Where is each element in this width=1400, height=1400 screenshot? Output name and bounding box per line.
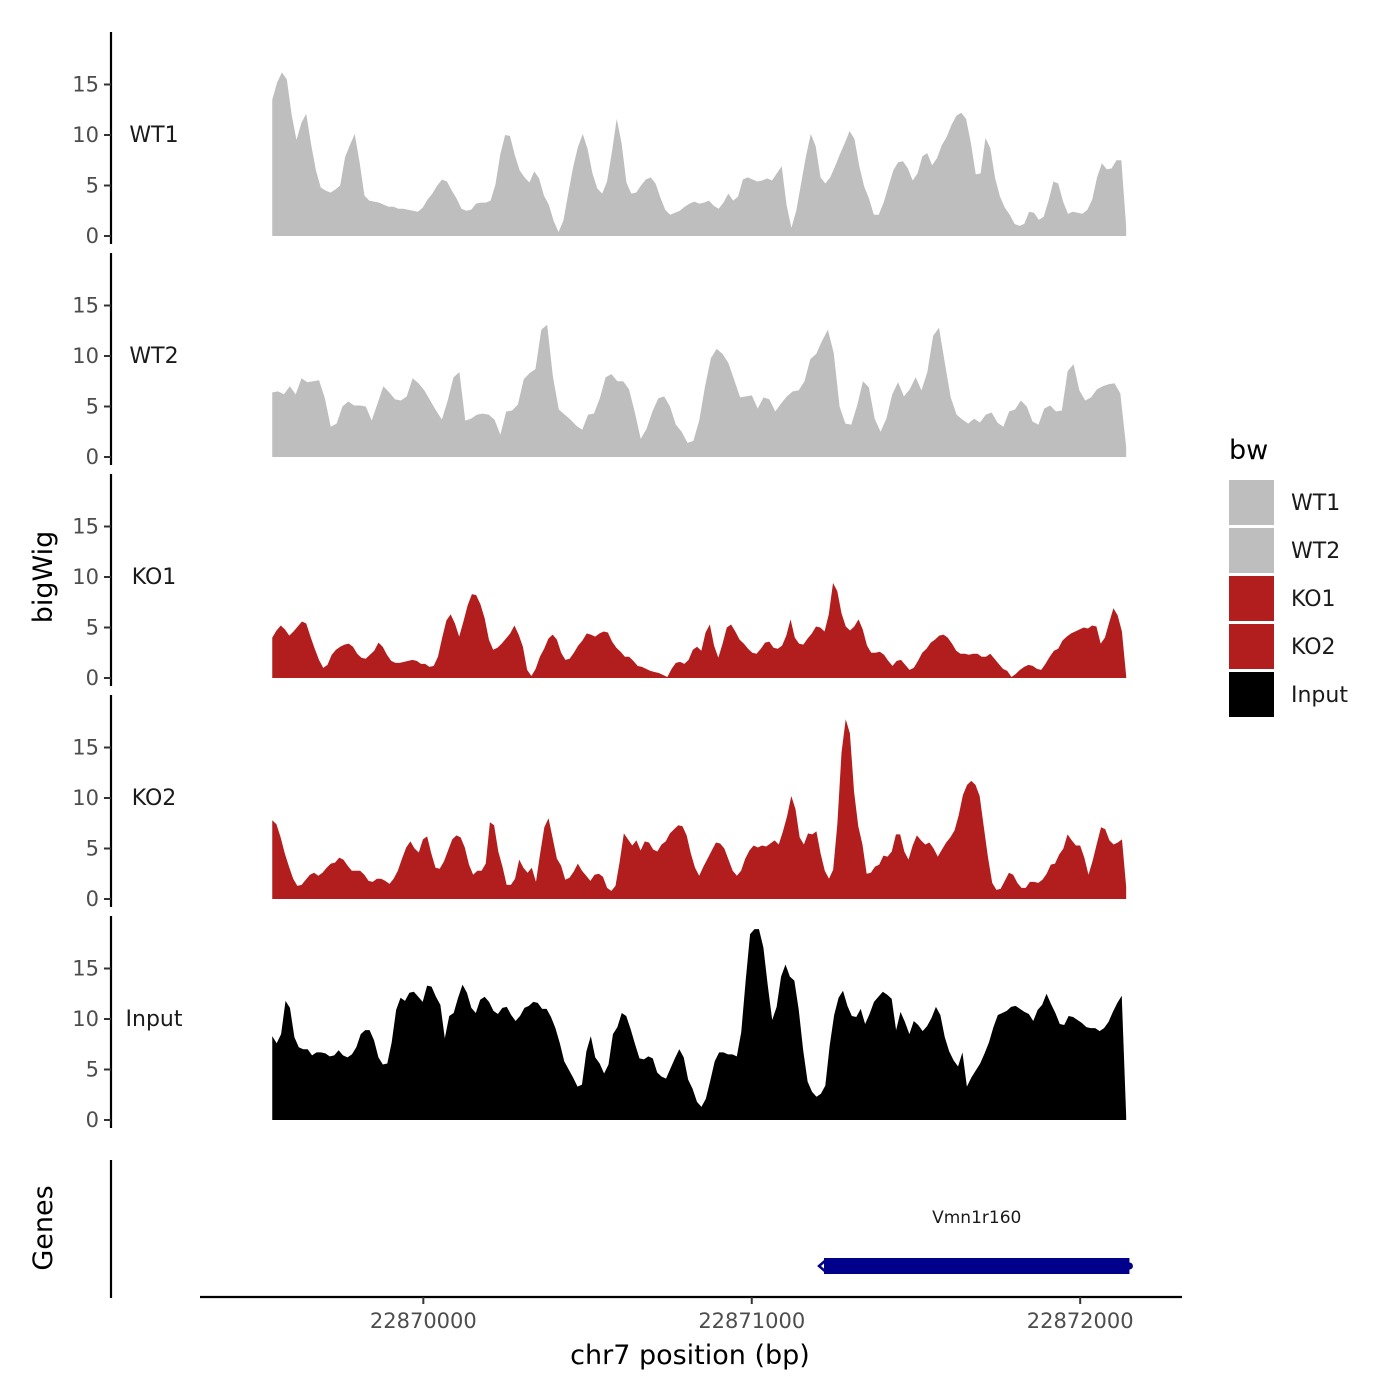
legend-entry-wt2: WT2: [1229, 528, 1340, 573]
y-tick-label: 10: [72, 565, 99, 589]
y-tick-label: 10: [72, 1007, 99, 1031]
legend-title: bw: [1229, 435, 1268, 466]
y-tick-label: 5: [86, 174, 99, 198]
gene-label: Vmn1r160: [932, 1208, 1021, 1228]
y-tick-label: 5: [86, 837, 99, 861]
track-label: WT2: [129, 344, 178, 369]
track-ko2: 0 5 10 15 KO2: [72, 695, 1127, 911]
legend-label: WT1: [1291, 491, 1340, 516]
tracks-group: 0 5 10 15 WT1 0 5 10 15 WT2 0 5 10 15 KO1 0 5 10 15 KO2 0 5 10…: [72, 32, 1127, 1132]
gene-marks: Vmn1r160: [817, 1208, 1133, 1274]
y-tick-label: 0: [86, 1108, 99, 1132]
legend-key: [1229, 480, 1274, 525]
gene-end-marker: [1125, 1262, 1133, 1270]
area-ko1: [272, 583, 1127, 678]
y-tick-label: 10: [72, 786, 99, 810]
track-label: KO1: [132, 565, 177, 590]
y-tick-label: 0: [86, 666, 99, 690]
legend-key: [1229, 528, 1274, 573]
area-input: [272, 929, 1127, 1120]
legend-label: KO2: [1291, 635, 1336, 660]
y-tick-label: 5: [86, 395, 99, 419]
legend-label: KO1: [1291, 587, 1336, 612]
x-tick-label: 22872000: [1027, 1309, 1134, 1333]
x-axis-title: chr7 position (bp): [570, 1340, 810, 1371]
y-axis-title: bigWig: [28, 531, 59, 624]
y-tick-label: 15: [72, 73, 99, 97]
y-tick-label: 5: [86, 616, 99, 640]
y-tick-label: 5: [86, 1058, 99, 1082]
legend-entries: WT1 WT2 KO1 KO2 Input: [1229, 480, 1348, 717]
area-ko2: [272, 719, 1127, 899]
area-wt2: [272, 324, 1127, 457]
x-axis: 22870000 22871000 22872000 chr7 position (…: [200, 1295, 1182, 1371]
genes-track-title: Genes: [28, 1185, 59, 1270]
y-tick-label: 15: [72, 957, 99, 981]
y-tick-label: 0: [86, 224, 99, 248]
legend-key: [1229, 576, 1274, 621]
x-tick-label: 22870000: [370, 1309, 477, 1333]
track-wt1: 0 5 10 15 WT1: [72, 32, 1127, 248]
gene-vmn1r160: Vmn1r160: [817, 1208, 1133, 1274]
legend-entry-ko1: KO1: [1229, 576, 1336, 621]
track-wt2: 0 5 10 15 WT2: [72, 253, 1127, 469]
genes-track: Genes Vmn1r160: [28, 1160, 1133, 1298]
track-input: 0 5 10 15 Input: [72, 916, 1127, 1132]
legend-entry-wt1: WT1: [1229, 480, 1340, 525]
y-tick-label: 15: [72, 294, 99, 318]
legend-label: Input: [1291, 683, 1348, 708]
track-label: KO2: [132, 786, 177, 811]
y-tick-label: 10: [72, 123, 99, 147]
y-tick-label: 0: [86, 445, 99, 469]
x-ticks: 22870000 22871000 22872000: [370, 1297, 1134, 1333]
legend-key: [1229, 672, 1274, 717]
y-tick-label: 0: [86, 887, 99, 911]
y-tick-label: 15: [72, 515, 99, 539]
legend-entry-ko2: KO2: [1229, 624, 1336, 669]
legend-label: WT2: [1291, 539, 1340, 564]
y-tick-label: 10: [72, 344, 99, 368]
strand-arrow: [817, 1259, 827, 1273]
track-label: Input: [126, 1007, 183, 1032]
area-wt1: [272, 72, 1127, 236]
legend-entry-input: Input: [1229, 672, 1348, 717]
legend: bw WT1 WT2 KO1 KO2 Input: [1229, 435, 1348, 717]
x-tick-label: 22871000: [698, 1309, 805, 1333]
gene-body: [824, 1258, 1130, 1274]
track-ko1: 0 5 10 15 KO1: [72, 474, 1127, 690]
legend-key: [1229, 624, 1274, 669]
y-tick-label: 15: [72, 736, 99, 760]
track-label: WT1: [129, 123, 178, 148]
